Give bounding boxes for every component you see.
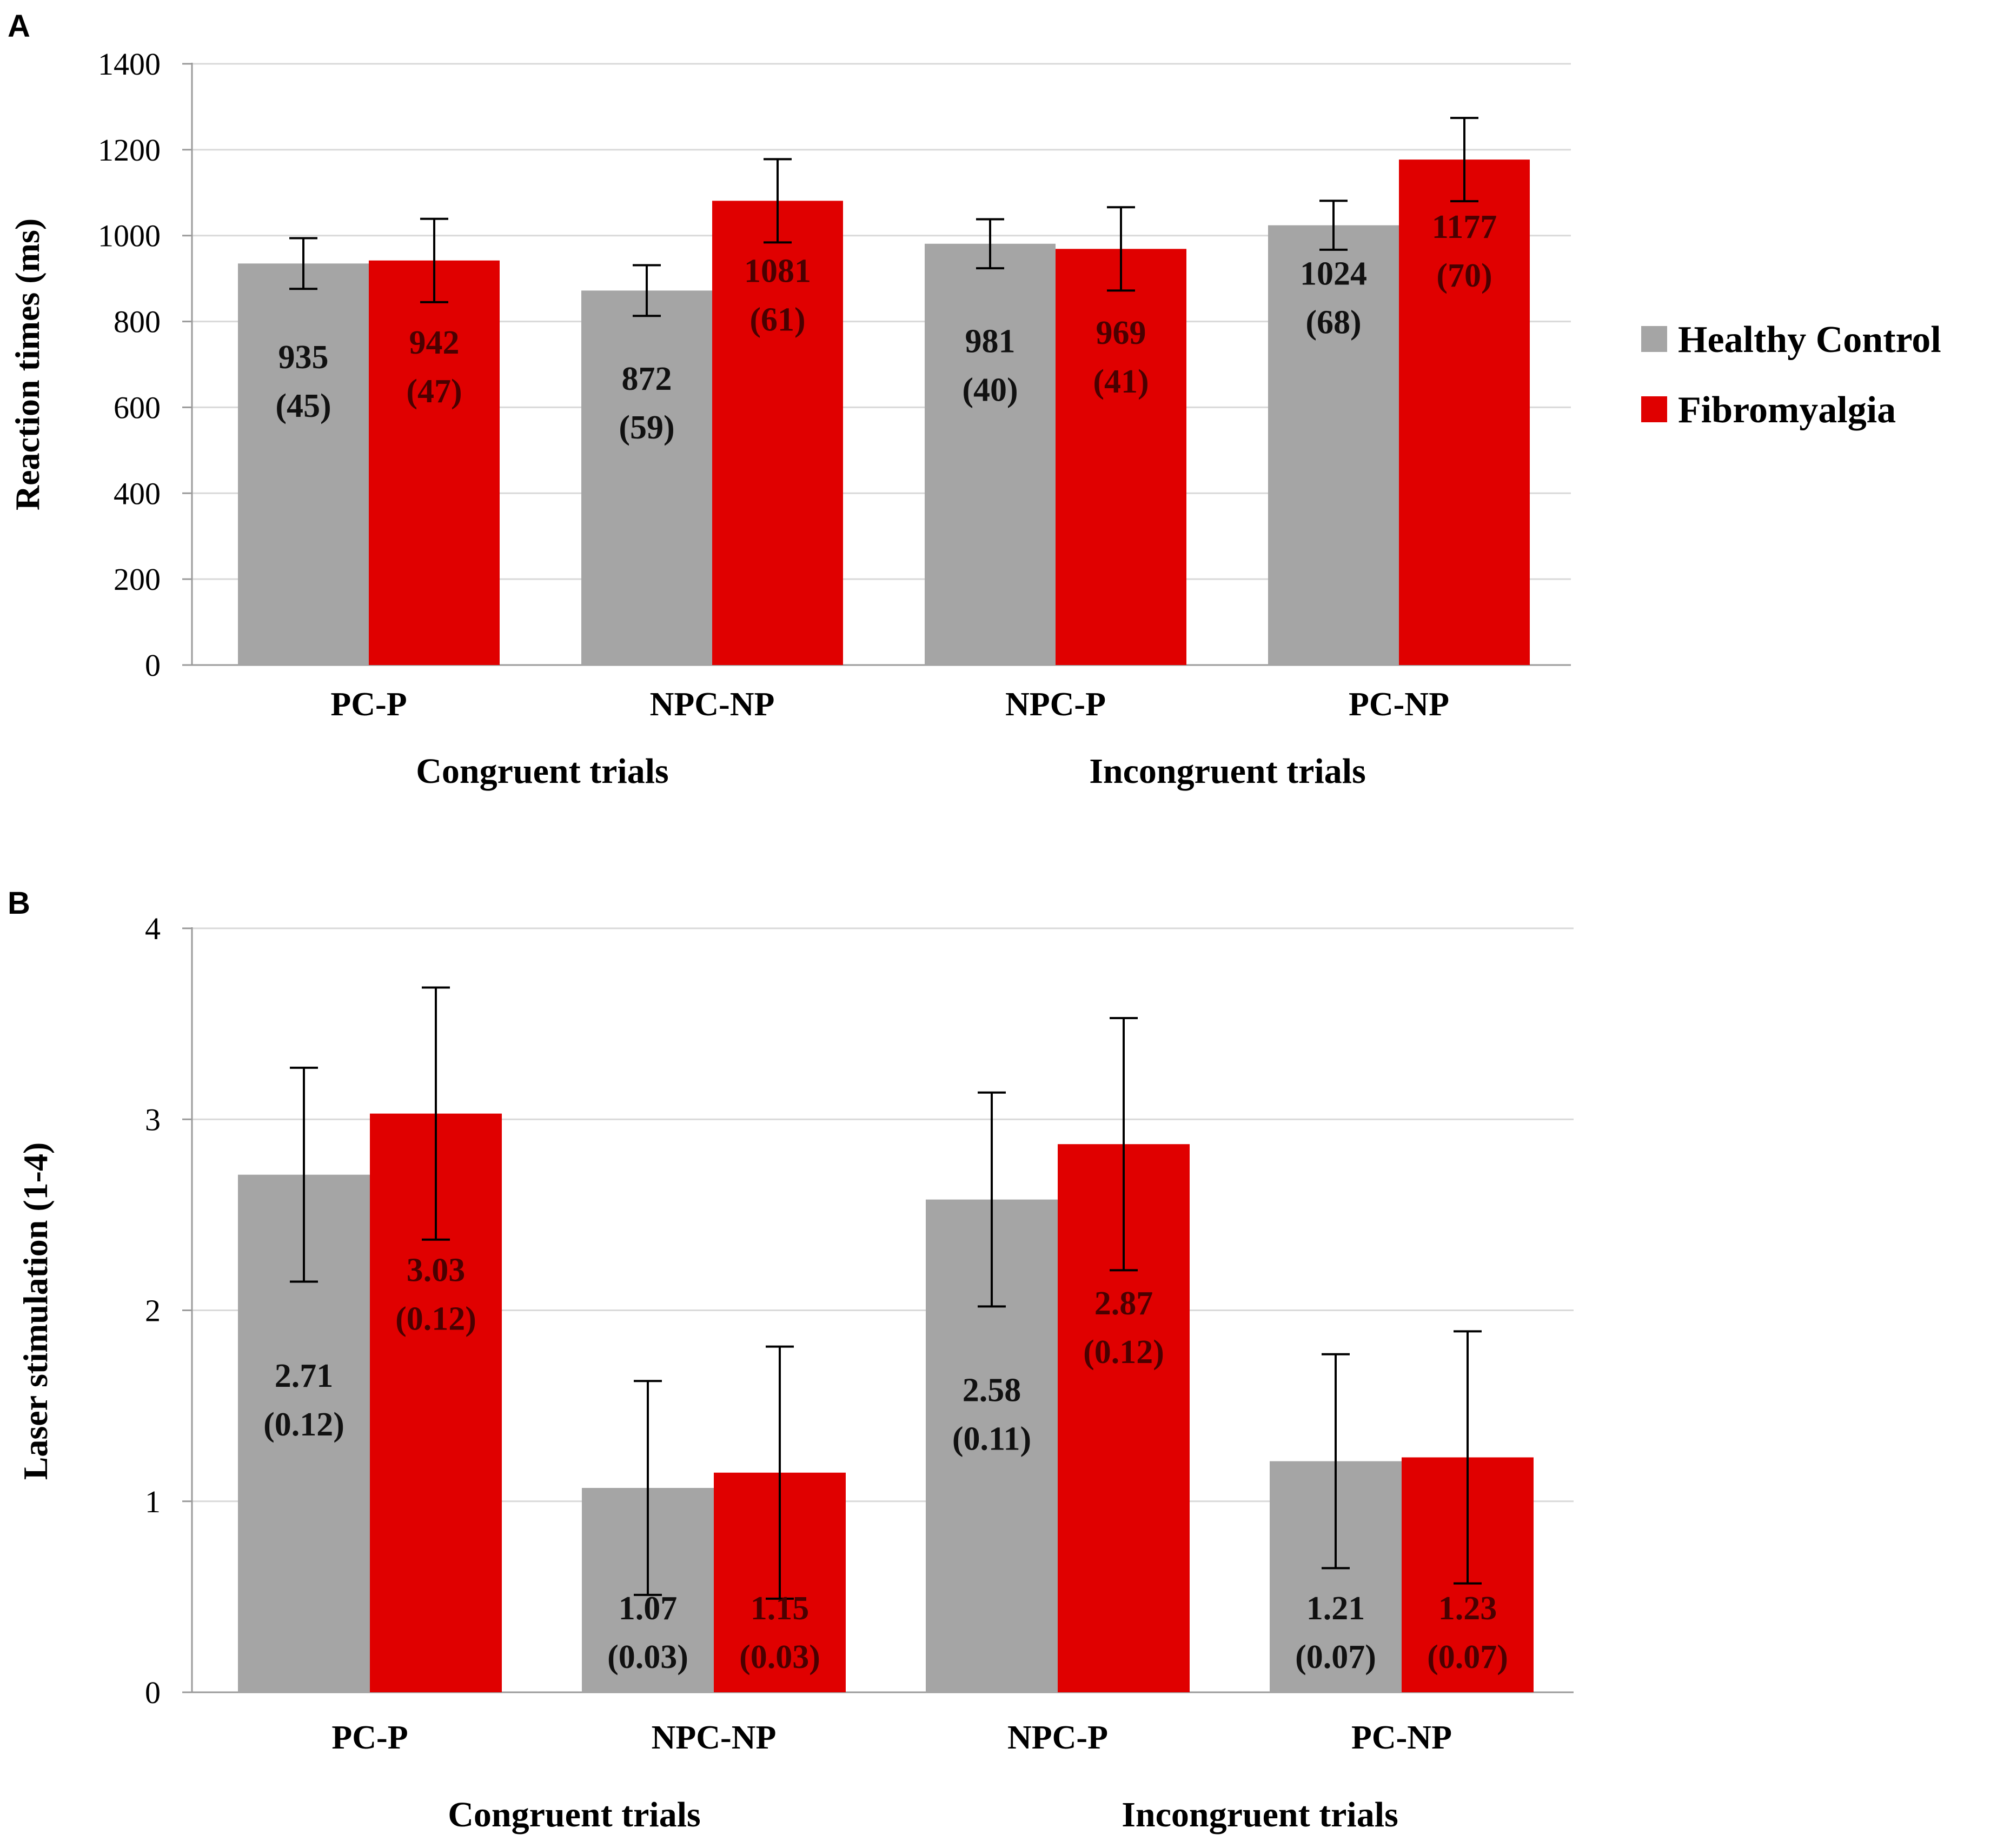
panel-b-group-label: Congruent trials — [448, 1795, 700, 1834]
panel-a-group-label: Incongruent trials — [1089, 752, 1366, 791]
panel-b-data-label-se: (0.03) — [739, 1639, 820, 1676]
panel-a-data-label-se: (41) — [1093, 363, 1149, 400]
legend-label-healthy-control: Healthy Control — [1678, 319, 1941, 361]
panel-b-ytick-label: 4 — [145, 911, 161, 946]
panel-b-category-label: NPC-P — [1007, 1719, 1108, 1756]
panel-a-bar-healthy-control — [581, 290, 712, 665]
panel-b-category-label: NPC-NP — [652, 1719, 777, 1756]
panel-b-data-label-se: (0.12) — [1083, 1334, 1164, 1371]
panel-a-data-label-value: 935 — [278, 339, 329, 376]
panel-a-data-label-se: (59) — [619, 409, 674, 446]
panel-b-letter: B — [8, 886, 30, 921]
panel-b-data-label-value: 2.87 — [1094, 1285, 1153, 1322]
panel-a-bar-healthy-control — [1268, 225, 1399, 665]
panel-b-data-label-se: (0.12) — [263, 1406, 344, 1443]
panel-a-data-label-se: (70) — [1436, 257, 1492, 294]
panel-b-data-label-value: 1.15 — [751, 1590, 810, 1627]
panel-b-data-label-value: 1.21 — [1306, 1590, 1365, 1627]
panel-a-y-axis-label: Reaction times (ms) — [8, 218, 47, 510]
panel-b-data-label-se: (0.12) — [395, 1301, 476, 1338]
panel-a-data-label-se: (68) — [1305, 304, 1361, 341]
panel-a-category-label: PC-NP — [1349, 686, 1449, 723]
legend-swatch-fibromyalgia — [1641, 396, 1667, 422]
panel-b-data-label-se: (0.03) — [607, 1639, 688, 1676]
panel-a-ytick-label: 800 — [114, 304, 161, 340]
panel-a-bar-fibromyalgia — [369, 260, 500, 666]
panel-a-data-label-value: 981 — [965, 323, 1016, 360]
panel-a-chart: 0 200 400 600 800 1000 1200 1400 Reaction times … — [8, 46, 1571, 791]
panel-a-ytick-label: 200 — [114, 562, 161, 597]
panel-a-ytick-label: 1400 — [98, 46, 161, 82]
panel-b-y-axis-label: Laser stimulation (1-4) — [16, 1142, 55, 1480]
panel-a-category-label: NPC-NP — [650, 686, 775, 723]
panel-a-data-label-se: (45) — [275, 388, 331, 424]
panel-a-ytick-label: 600 — [114, 390, 161, 425]
panel-b-ytick-label: 1 — [145, 1484, 161, 1519]
panel-a-letter: A — [8, 9, 30, 44]
legend: Healthy Control Fibromyalgia — [1641, 319, 1941, 431]
panel-b-data-label-value: 2.58 — [963, 1372, 1021, 1408]
panel-a-category-label: PC-P — [330, 686, 407, 723]
legend-swatch-healthy-control — [1641, 326, 1667, 352]
panel-a-data-label-se: (61) — [749, 301, 805, 338]
panel-a-data-label-value: 1177 — [1432, 209, 1497, 245]
panel-a-bar-fibromyalgia — [1399, 159, 1530, 665]
panel-b-data-label-se: (0.07) — [1427, 1639, 1508, 1676]
panel-a-ytick-label: 0 — [145, 648, 161, 683]
panel-b-ytick-label: 3 — [145, 1102, 161, 1137]
panel-a-ytick-label: 1200 — [98, 132, 161, 168]
panel-a-data-label-value: 872 — [622, 361, 672, 397]
panel-b-data-label-se: (0.07) — [1295, 1639, 1376, 1676]
panel-b-ytick-label: 2 — [145, 1293, 161, 1328]
panel-a-category-label: NPC-P — [1005, 686, 1106, 723]
panel-a-data-label-se: (47) — [406, 373, 462, 410]
panel-a-ytick-label: 400 — [114, 476, 161, 511]
panel-b-group-label: Incongruent trials — [1122, 1795, 1398, 1834]
panel-a-data-label-value: 1081 — [744, 252, 811, 289]
panel-a-bar-healthy-control — [238, 263, 369, 665]
panel-b-category-label: PC-P — [331, 1719, 408, 1756]
panel-b-category-label: PC-NP — [1351, 1719, 1452, 1756]
panel-a-data-label-value: 1024 — [1300, 256, 1367, 293]
panel-b-ytick-label: 0 — [145, 1675, 161, 1710]
panel-a-data-label-value: 969 — [1096, 315, 1146, 351]
panel-b-data-label-se: (0.11) — [952, 1420, 1031, 1457]
panel-a-group-label: Congruent trials — [416, 752, 668, 791]
panel-b-chart: 0 1 2 3 4 Laser stimulation (1-4) 2.71 (0.12) 3.… — [16, 911, 1574, 1834]
panel-b-data-label-value: 3.03 — [407, 1252, 466, 1289]
panel-a-ytick-label: 1000 — [98, 218, 161, 254]
panel-a-data-label-value: 942 — [409, 324, 460, 361]
panel-b-data-label-value: 1.07 — [619, 1590, 678, 1627]
panel-b-data-label-value: 2.71 — [275, 1358, 334, 1394]
panel-b-data-label-value: 1.23 — [1438, 1590, 1497, 1627]
panel-a-bar-fibromyalgia — [1056, 249, 1186, 665]
panel-a-bar-healthy-control — [925, 243, 1056, 665]
panel-a-data-label-se: (40) — [962, 372, 1018, 409]
legend-label-fibromyalgia: Fibromyalgia — [1678, 389, 1896, 431]
panel-a-bar-fibromyalgia — [712, 201, 843, 665]
